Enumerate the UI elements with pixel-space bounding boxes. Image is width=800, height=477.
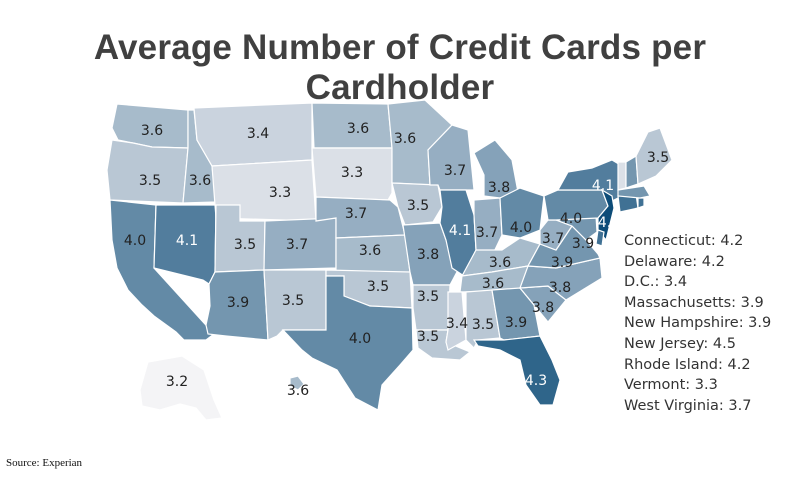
- state-value-label-ms: 3.4: [446, 316, 468, 332]
- state-value-label-mo: 3.8: [417, 247, 439, 263]
- state-value-label-wi: 3.7: [444, 163, 466, 179]
- annotation-line: Massachusetts: 3.9: [624, 294, 764, 311]
- annotation-line: Rhode Island: 4.2: [624, 356, 751, 373]
- state-value-label-or: 3.5: [139, 173, 161, 189]
- state-shape-vt: [617, 161, 627, 191]
- annotation-line: New Jersey: 4.5: [624, 336, 736, 352]
- state-value-label-ar: 3.5: [417, 289, 439, 305]
- state-value-label-nv: 4.1: [176, 233, 198, 249]
- state-shape-de: [595, 229, 605, 247]
- state-shape-sd: [311, 147, 393, 201]
- state-value-label-ne: 3.7: [345, 206, 367, 222]
- state-value-label-mt: 3.4: [247, 126, 269, 142]
- state-value-label-ny: 4.1: [592, 178, 614, 194]
- state-value-label-md: 3.9: [572, 236, 594, 252]
- state-shapes: [106, 99, 673, 421]
- annotation-line: D.C.: 3.4: [624, 274, 688, 291]
- state-value-label-ok: 3.5: [367, 279, 389, 295]
- state-value-label-al: 3.5: [472, 317, 494, 333]
- state-shape-ma: [617, 185, 651, 199]
- state-value-label-sc: 3.8: [532, 300, 554, 316]
- state-value-label-nj: 4.5: [598, 215, 620, 231]
- state-shape-or: [106, 139, 189, 204]
- state-value-label-nd: 3.6: [347, 121, 369, 137]
- state-value-label-la: 3.5: [417, 329, 439, 345]
- state-value-label-mn: 3.6: [394, 131, 416, 147]
- state-value-labels: 3.6 3.5 4.0 3.6 4.1 3.4 3.3 3.5 3.9 3.7 3.5 3.6 3.3 3…: [124, 121, 669, 399]
- state-value-label-oh: 4.0: [510, 220, 532, 236]
- state-shape-me: [635, 127, 673, 185]
- state-shape-tx: [281, 275, 414, 411]
- state-value-label-hi: 3.6: [287, 383, 309, 399]
- state-shape-ca: [109, 199, 215, 341]
- state-value-label-co: 3.7: [286, 237, 308, 253]
- state-value-label-ks: 3.6: [359, 243, 381, 259]
- state-value-label-nm: 3.5: [282, 293, 304, 309]
- state-value-label-sd: 3.3: [341, 165, 363, 181]
- state-value-label-ga: 3.9: [505, 315, 527, 331]
- state-value-label-ca: 4.0: [124, 233, 146, 249]
- state-shape-ak: [139, 355, 223, 421]
- state-value-label-id: 3.6: [189, 173, 211, 189]
- state-value-label-ia: 3.5: [407, 198, 429, 214]
- state-value-label-az: 3.9: [227, 295, 249, 311]
- state-shape-fl: [472, 335, 561, 406]
- annotation-line: West Virginia: 3.7: [624, 397, 752, 414]
- state-value-label-ky: 3.6: [489, 255, 511, 271]
- state-value-label-il: 4.1: [449, 223, 471, 239]
- chart-title: Average Number of Credit Cards per Cardh…: [93, 28, 707, 107]
- state-value-label-tx: 4.0: [349, 331, 371, 347]
- annotation-line: Delaware: 4.2: [624, 253, 725, 270]
- annotation-line: Connecticut: 4.2: [624, 233, 744, 249]
- state-value-label-va: 3.9: [551, 255, 573, 271]
- state-value-label-wy: 3.3: [269, 185, 291, 201]
- state-value-label-in: 3.7: [476, 225, 498, 241]
- state-value-label-pa: 4.0: [560, 211, 582, 227]
- source-note: Source: Experian: [6, 457, 83, 469]
- state-value-label-fl: 4.3: [525, 373, 547, 389]
- state-value-label-wv: 3.7: [542, 231, 564, 247]
- state-value-label-mi: 3.8: [488, 180, 510, 196]
- state-shape-il: [439, 189, 477, 277]
- state-value-label-ut: 3.5: [234, 237, 256, 253]
- state-value-label-nc: 3.8: [549, 280, 571, 296]
- annotation-line: New Hampshire: 3.9: [624, 315, 772, 332]
- state-shape-ms: [445, 291, 467, 351]
- state-shape-hi: [289, 375, 305, 391]
- state-value-label-ak: 3.2: [166, 374, 188, 390]
- state-value-label-tn: 3.6: [482, 276, 504, 292]
- annotation-line: Vermont: 3.3: [624, 377, 718, 394]
- state-shape-ri: [637, 197, 645, 209]
- state-value-label-me: 3.5: [647, 150, 669, 166]
- state-value-label-wa: 3.6: [141, 123, 163, 139]
